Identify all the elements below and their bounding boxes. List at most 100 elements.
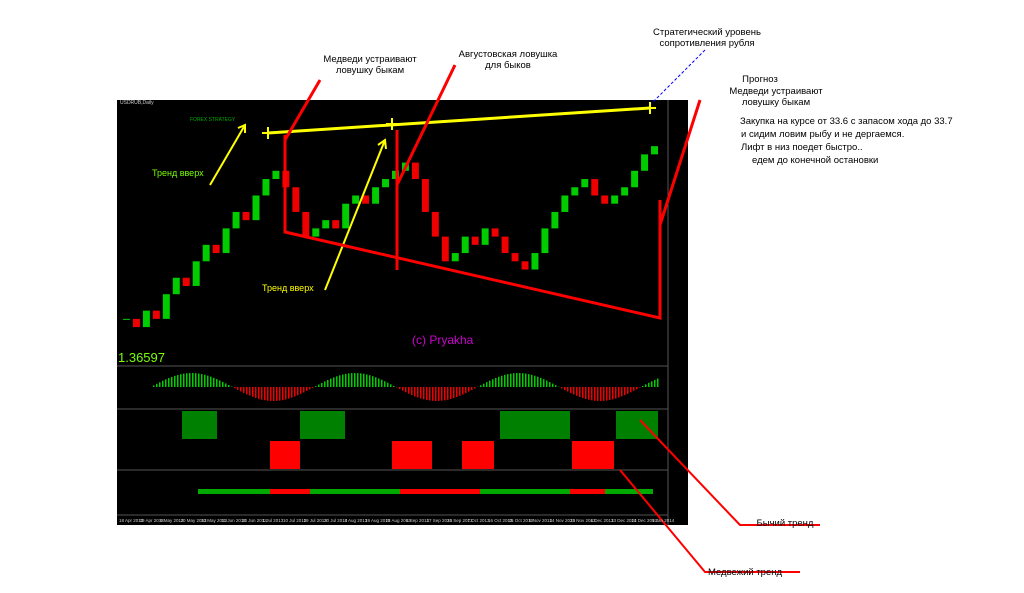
osc-bar: [336, 376, 338, 387]
osc-bar: [486, 382, 488, 387]
osc-bar: [333, 377, 335, 387]
osc-bar: [441, 387, 443, 401]
osc-bar: [501, 376, 503, 387]
osc-bar: [210, 377, 212, 387]
osc-bar: [189, 373, 191, 387]
osc-bar: [405, 387, 407, 392]
osc-bar: [267, 387, 269, 401]
osc-bar: [258, 387, 260, 399]
trend-label: Тренд вверх: [152, 168, 204, 178]
osc-bar: [597, 387, 599, 401]
candle: [223, 228, 230, 253]
osc-bar: [591, 387, 593, 400]
osc-bar: [561, 387, 563, 388]
note: Прогноз: [742, 74, 778, 85]
osc-bar: [312, 387, 314, 388]
candle: [213, 245, 220, 253]
candle: [432, 212, 439, 237]
osc-bar: [606, 387, 608, 401]
osc-bar: [357, 373, 359, 387]
candle: [581, 179, 588, 187]
osc-bar: [603, 387, 605, 401]
osc-bar: [426, 387, 428, 400]
osc-bar: [654, 380, 656, 387]
osc-bar: [390, 384, 392, 387]
osc-bar: [465, 387, 467, 393]
osc-bar: [381, 380, 383, 387]
candle: [412, 163, 419, 179]
candle: [133, 319, 140, 327]
osc-bar: [630, 387, 632, 392]
candle: [591, 179, 598, 195]
osc-bar: [522, 373, 524, 387]
osc-bar: [345, 374, 347, 387]
candle: [482, 228, 489, 244]
osc-bar: [462, 387, 464, 395]
osc-bar: [324, 381, 326, 387]
osc-bar: [447, 387, 449, 400]
candle: [312, 228, 319, 236]
candle: [382, 179, 389, 187]
osc-bar: [555, 385, 557, 387]
osc-bar: [516, 373, 518, 387]
osc-bar: [291, 387, 293, 398]
osc-bar: [450, 387, 452, 399]
osc-bar: [213, 378, 215, 387]
candle: [123, 319, 130, 320]
osc-bar: [249, 387, 251, 396]
date-label: 7 Oct 2013: [468, 518, 491, 523]
osc-bar: [363, 374, 365, 387]
osc-bar: [255, 387, 257, 398]
osc-bar: [396, 387, 398, 388]
candle: [352, 195, 359, 203]
osc-bar: [270, 387, 272, 401]
osc-bar: [480, 385, 482, 387]
candle: [292, 187, 299, 212]
osc-bar: [579, 387, 581, 397]
osc-bar: [624, 387, 626, 395]
osc-bar: [417, 387, 419, 397]
candle: [183, 278, 190, 286]
osc-bar: [639, 387, 641, 388]
osc-bar: [576, 387, 578, 396]
osc-bar: [369, 375, 371, 387]
osc-bar: [534, 376, 536, 387]
osc-bar: [165, 379, 167, 387]
osc-bar: [582, 387, 584, 398]
osc-bar: [279, 387, 281, 401]
osc-bar: [645, 384, 647, 387]
trend-label: Тренд вверх: [262, 283, 314, 293]
osc-bar: [453, 387, 455, 398]
candle: [203, 245, 210, 261]
candle: [442, 237, 449, 262]
last-price: 1.36597: [118, 350, 165, 365]
osc-bar: [360, 373, 362, 387]
candle: [561, 195, 568, 211]
candle: [262, 179, 269, 195]
osc-bar: [618, 387, 620, 398]
candle: [462, 237, 469, 253]
osc-bar: [243, 387, 245, 393]
osc-bar: [186, 373, 188, 387]
candle: [153, 311, 160, 319]
candle: [512, 253, 519, 261]
osc-bar: [303, 387, 305, 392]
candle: [631, 171, 638, 187]
candle: [422, 179, 429, 212]
candle: [522, 261, 529, 269]
osc-bar: [642, 386, 644, 387]
osc-bar: [342, 375, 344, 387]
osc-bar: [636, 387, 638, 389]
candle: [193, 261, 200, 286]
osc-bar: [537, 377, 539, 387]
osc-bar: [519, 373, 521, 387]
osc-bar: [528, 374, 530, 387]
osc-bar: [225, 383, 227, 387]
date-label: 9 Jan 2014: [652, 518, 675, 523]
osc-bar: [510, 374, 512, 387]
osc-bar: [384, 381, 386, 387]
osc-bar: [273, 387, 275, 401]
candle: [611, 195, 618, 203]
osc-bar: [300, 387, 302, 394]
